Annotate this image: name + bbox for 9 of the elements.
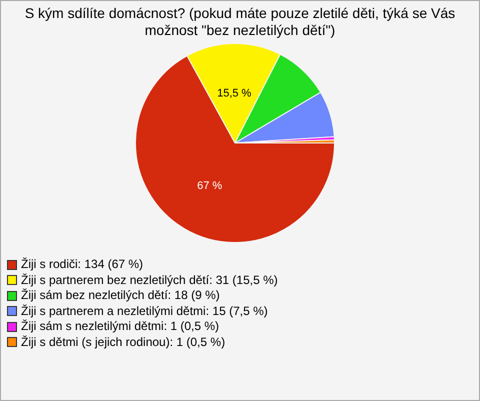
legend-label: Žiji sám s nezletilými dětmi: 1 (0,5 %) bbox=[21, 319, 220, 334]
chart-title: S kým sdílíte domácnost? (pokud máte pouze zletilé děti, týká se Vás možnost "bez nezletilých dětí") bbox=[24, 4, 456, 39]
legend-label: Žiji s rodiči: 134 (67 %) bbox=[21, 257, 144, 272]
legend-label: Žiji s partnerem a nezletilými dětmi: 15 (7,5 %) bbox=[21, 304, 268, 319]
legend-label: Žiji s partnerem bez nezletilých dětí: 31 (15,5 %) bbox=[21, 272, 278, 288]
legend-label: Žiji sám bez nezletilých dětí: 18 (9 %) bbox=[21, 288, 220, 304]
legend-label: Žiji s dětmi (s jejich rodinou): 1 (0,5 %) bbox=[21, 334, 226, 350]
data-label: 67 % bbox=[197, 180, 222, 192]
data-label: 15,5 % bbox=[217, 87, 252, 100]
